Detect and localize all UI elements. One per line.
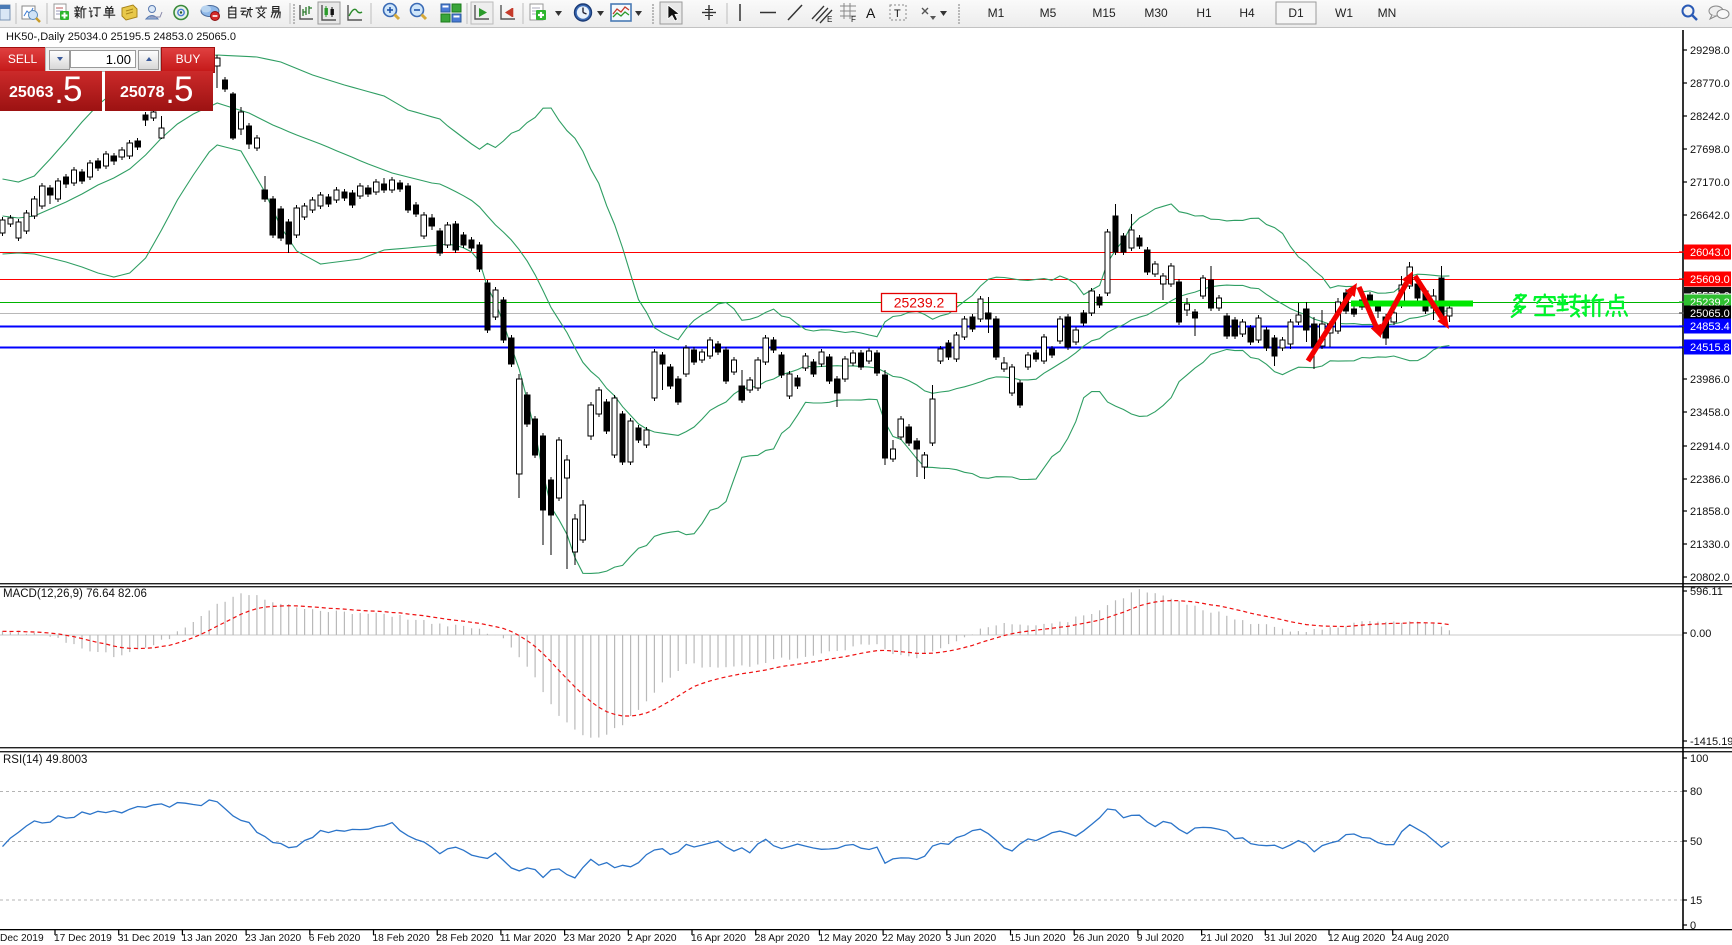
svg-text:16 Apr 2020: 16 Apr 2020 [691, 933, 746, 944]
svg-text:28 Apr 2020: 28 Apr 2020 [755, 933, 810, 944]
svg-text:W1: W1 [1335, 6, 1353, 20]
svg-text:F: F [851, 15, 856, 24]
svg-text:31 Jul 2020: 31 Jul 2020 [1264, 933, 1317, 944]
svg-text:A: A [866, 5, 876, 21]
svg-text:H4: H4 [1239, 6, 1255, 20]
svg-text:31 Dec 2019: 31 Dec 2019 [118, 933, 176, 944]
svg-text:24515.8: 24515.8 [1690, 342, 1730, 354]
svg-text:11 Mar 2020: 11 Mar 2020 [500, 933, 557, 944]
svg-text:21 Jul 2020: 21 Jul 2020 [1201, 933, 1254, 944]
svg-text:27698.0: 27698.0 [1690, 144, 1730, 156]
svg-text:23986.0: 23986.0 [1690, 374, 1730, 386]
svg-text:596.11: 596.11 [1690, 586, 1723, 598]
svg-text:25065.0: 25065.0 [1690, 308, 1730, 320]
svg-text:100: 100 [1690, 753, 1708, 765]
svg-text:24 Aug 2020: 24 Aug 2020 [1392, 933, 1450, 944]
svg-text:12 May 2020: 12 May 2020 [818, 933, 877, 944]
svg-text:22386.0: 22386.0 [1690, 474, 1730, 486]
svg-text:9 Jul 2020: 9 Jul 2020 [1137, 933, 1184, 944]
svg-text:20802.0: 20802.0 [1690, 572, 1730, 584]
svg-text:HK50-,Daily 25034.0 25195.5 2: HK50-,Daily 25034.0 25195.5 24853.0 2506… [6, 31, 236, 43]
svg-text:-1415.19: -1415.19 [1690, 736, 1732, 748]
svg-text:T: T [894, 8, 901, 20]
svg-text:27170.0: 27170.0 [1690, 177, 1730, 189]
svg-text:RSI(14) 49.8003: RSI(14) 49.8003 [3, 754, 87, 766]
svg-text:17 Dec 2019: 17 Dec 2019 [54, 933, 112, 944]
svg-text:23 Mar 2020: 23 Mar 2020 [564, 933, 622, 944]
svg-text:26 Jun 2020: 26 Jun 2020 [1073, 933, 1129, 944]
svg-text:26642.0: 26642.0 [1690, 210, 1730, 222]
svg-text:0.00: 0.00 [1690, 628, 1711, 640]
svg-text:25578.0: 25578.0 [1690, 291, 1730, 303]
svg-text:M30: M30 [1144, 6, 1168, 20]
svg-text:21858.0: 21858.0 [1690, 506, 1730, 518]
svg-text:15: 15 [1690, 895, 1702, 907]
svg-text:18 Feb 2020: 18 Feb 2020 [373, 933, 431, 944]
svg-text:23458.0: 23458.0 [1690, 407, 1730, 419]
svg-text:15 Jun 2020: 15 Jun 2020 [1010, 933, 1066, 944]
svg-text:M1: M1 [988, 6, 1005, 20]
svg-text:H1: H1 [1196, 6, 1212, 20]
svg-text:2 Apr 2020: 2 Apr 2020 [627, 933, 677, 944]
svg-text:Dec 2019: Dec 2019 [0, 933, 44, 944]
svg-text:13 Jan 2020: 13 Jan 2020 [181, 933, 237, 944]
svg-text:M15: M15 [1092, 6, 1116, 20]
svg-text:MN: MN [1378, 6, 1397, 20]
svg-text:29298.0: 29298.0 [1690, 45, 1730, 57]
svg-text:28770.0: 28770.0 [1690, 78, 1730, 90]
svg-text:80: 80 [1690, 786, 1702, 798]
svg-text:M5: M5 [1040, 6, 1057, 20]
svg-text:6 Feb 2020: 6 Feb 2020 [309, 933, 361, 944]
svg-text:28 Feb 2020: 28 Feb 2020 [436, 933, 494, 944]
svg-text:12 Aug 2020: 12 Aug 2020 [1328, 933, 1386, 944]
svg-text:22914.0: 22914.0 [1690, 441, 1730, 453]
svg-text:E: E [827, 15, 832, 24]
svg-text:24853.4: 24853.4 [1690, 321, 1730, 333]
svg-text:25609.0: 25609.0 [1690, 274, 1730, 286]
svg-text:23 Jan 2020: 23 Jan 2020 [245, 933, 301, 944]
svg-text:28242.0: 28242.0 [1690, 111, 1730, 123]
svg-text:25239.2: 25239.2 [894, 295, 945, 311]
svg-text:D1: D1 [1288, 6, 1304, 20]
svg-text:0: 0 [1690, 920, 1696, 932]
svg-text:26043.0: 26043.0 [1690, 247, 1730, 259]
svg-text:50: 50 [1690, 836, 1702, 848]
svg-text:21330.0: 21330.0 [1690, 539, 1730, 551]
svg-text:MACD(12,26,9) 76.64 82.06: MACD(12,26,9) 76.64 82.06 [3, 588, 147, 600]
svg-text:3 Jun 2020: 3 Jun 2020 [946, 933, 997, 944]
svg-text:22 May 2020: 22 May 2020 [882, 933, 941, 944]
